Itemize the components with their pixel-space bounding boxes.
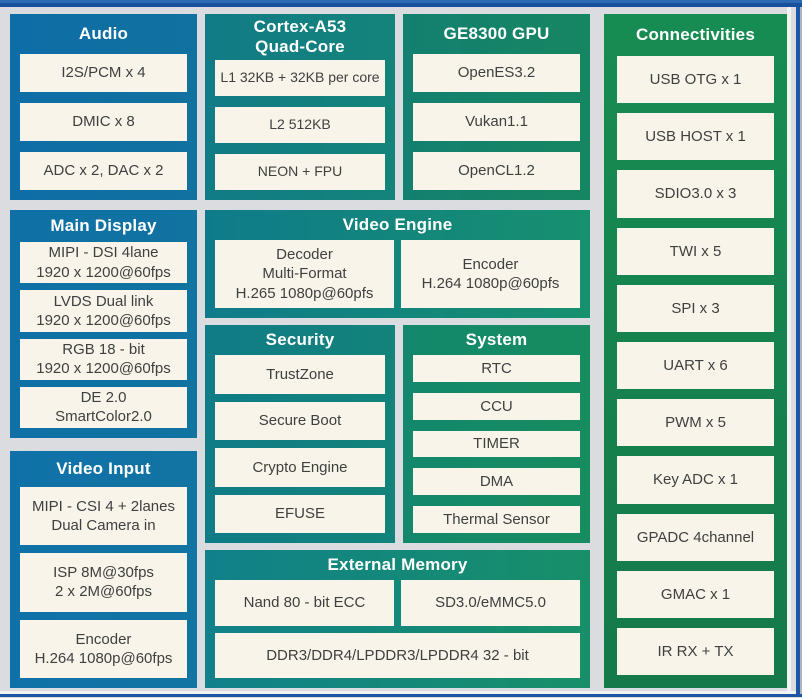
connectivity-item: GMAC x 1 <box>617 570 774 618</box>
security-item: TrustZone <box>215 355 385 394</box>
panel-video-input-body: MIPI - CSI 4 + 2lanes Dual Camera in ISP… <box>20 487 187 678</box>
panel-connectivities: Connectivities USB OTG x 1 USB HOST x 1 … <box>604 14 787 688</box>
audio-item: ADC x 2, DAC x 2 <box>20 152 187 190</box>
system-item: Thermal Sensor <box>413 506 580 533</box>
right-frame-blue-bar <box>796 7 800 697</box>
external-memory-row: Nand 80 - bit ECC SD3.0/eMMC5.0 <box>215 580 580 626</box>
connectivity-item: SPI x 3 <box>617 284 774 332</box>
panel-connectivities-title: Connectivities <box>636 24 755 44</box>
connectivity-item: SDIO3.0 x 3 <box>617 170 774 218</box>
external-memory-item: DDR3/DDR4/LPDDR3/LPDDR4 32 - bit <box>215 632 580 678</box>
panel-video-engine-title: Video Engine <box>342 214 453 234</box>
video-input-item: Encoder H.264 1080p@60fps <box>20 619 187 678</box>
audio-item: DMIC x 8 <box>20 103 187 141</box>
right-frame-white-strip <box>787 7 791 691</box>
cortex-item: L2 512KB <box>215 107 385 143</box>
connectivity-item: IR RX + TX <box>617 627 774 676</box>
connectivity-item: PWM x 5 <box>617 399 774 447</box>
security-item: Crypto Engine <box>215 448 385 487</box>
connectivity-item: USB HOST x 1 <box>617 113 774 161</box>
panel-external-memory-title: External Memory <box>327 554 468 574</box>
connectivity-item: UART x 6 <box>617 341 774 390</box>
system-item: CCU <box>413 392 580 420</box>
security-item: Secure Boot <box>215 401 385 440</box>
panel-cortex-a53-title: Cortex-A53 Quad-Core <box>253 16 347 56</box>
gpu-item: OpenCL1.2 <box>413 152 580 190</box>
panel-system-body: RTC CCU TIMER DMA Thermal Sensor <box>413 355 580 533</box>
panel-security-title: Security <box>265 329 335 349</box>
panel-video-engine: Video Engine Decoder Multi-Format H.265 … <box>205 210 590 318</box>
panel-audio-title: Audio <box>78 23 129 43</box>
video-input-item: MIPI - CSI 4 + 2lanes Dual Camera in <box>20 487 187 546</box>
right-frame-edge <box>800 7 802 697</box>
audio-item: I2S/PCM x 4 <box>20 54 187 92</box>
top-accent-bar <box>0 0 802 7</box>
panel-audio: Audio I2S/PCM x 4 DMIC x 8 ADC x 2, DAC … <box>10 14 197 200</box>
bottom-frame-white-strip <box>0 691 796 694</box>
panel-main-display: Main Display MIPI - DSI 4lane 1920 x 120… <box>10 210 197 438</box>
cortex-item: L1 32KB + 32KB per core <box>215 60 385 96</box>
panel-video-input-title: Video Input <box>56 458 151 478</box>
video-engine-item: Decoder Multi-Format H.265 1080p@60pfs <box>215 240 394 308</box>
panel-audio-body: I2S/PCM x 4 DMIC x 8 ADC x 2, DAC x 2 <box>20 54 187 190</box>
security-item: EFUSE <box>215 494 385 533</box>
panel-external-memory-body: Nand 80 - bit ECC SD3.0/eMMC5.0 DDR3/DDR… <box>215 580 580 678</box>
panel-cortex-a53-body: L1 32KB + 32KB per core L2 512KB NEON + … <box>215 60 385 190</box>
gpu-item: Vukan1.1 <box>413 103 580 141</box>
panel-cortex-a53: Cortex-A53 Quad-Core L1 32KB + 32KB per … <box>205 14 395 200</box>
main-display-item: MIPI - DSI 4lane 1920 x 1200@60fps <box>20 242 187 284</box>
gpu-item: OpenES3.2 <box>413 54 580 92</box>
panel-main-display-body: MIPI - DSI 4lane 1920 x 1200@60fps LVDS … <box>20 242 187 428</box>
cortex-item: NEON + FPU <box>215 154 385 190</box>
panel-external-memory: External Memory Nand 80 - bit ECC SD3.0/… <box>205 550 590 688</box>
connectivity-item: TWI x 5 <box>617 227 774 275</box>
system-item: RTC <box>413 355 580 382</box>
main-display-item: RGB 18 - bit 1920 x 1200@60fps <box>20 338 187 380</box>
main-display-item: LVDS Dual link 1920 x 1200@60fps <box>20 290 187 332</box>
connectivity-item: GPADC 4channel <box>617 513 774 561</box>
video-engine-item: Encoder H.264 1080p@60pfs <box>401 240 580 308</box>
connectivity-item: Key ADC x 1 <box>617 456 774 504</box>
video-input-item: ISP 8M@30fps 2 x 2M@60fps <box>20 553 187 612</box>
system-item: DMA <box>413 468 580 496</box>
bottom-frame-blue-bar <box>0 694 802 697</box>
panel-security-body: TrustZone Secure Boot Crypto Engine EFUS… <box>215 355 385 533</box>
panel-gpu: GE8300 GPU OpenES3.2 Vukan1.1 OpenCL1.2 <box>403 14 590 200</box>
panel-system-title: System <box>465 329 528 349</box>
panel-main-display-title: Main Display <box>50 215 157 235</box>
panel-video-input: Video Input MIPI - CSI 4 + 2lanes Dual C… <box>10 451 197 688</box>
external-memory-item: SD3.0/eMMC5.0 <box>401 580 580 626</box>
system-item: TIMER <box>413 430 580 458</box>
connectivity-item: USB OTG x 1 <box>617 56 774 104</box>
video-engine-row: Decoder Multi-Format H.265 1080p@60pfs E… <box>215 240 580 308</box>
panel-connectivities-body: USB OTG x 1 USB HOST x 1 SDIO3.0 x 3 TWI… <box>617 56 774 676</box>
main-display-item: DE 2.0 SmartColor2.0 <box>20 386 187 428</box>
panel-security: Security TrustZone Secure Boot Crypto En… <box>205 325 395 543</box>
panel-gpu-body: OpenES3.2 Vukan1.1 OpenCL1.2 <box>413 54 580 190</box>
external-memory-item: Nand 80 - bit ECC <box>215 580 394 626</box>
panel-system: System RTC CCU TIMER DMA Thermal Sensor <box>403 325 590 543</box>
panel-video-engine-body: Decoder Multi-Format H.265 1080p@60pfs E… <box>215 240 580 308</box>
panel-gpu-title: GE8300 GPU <box>443 23 550 43</box>
